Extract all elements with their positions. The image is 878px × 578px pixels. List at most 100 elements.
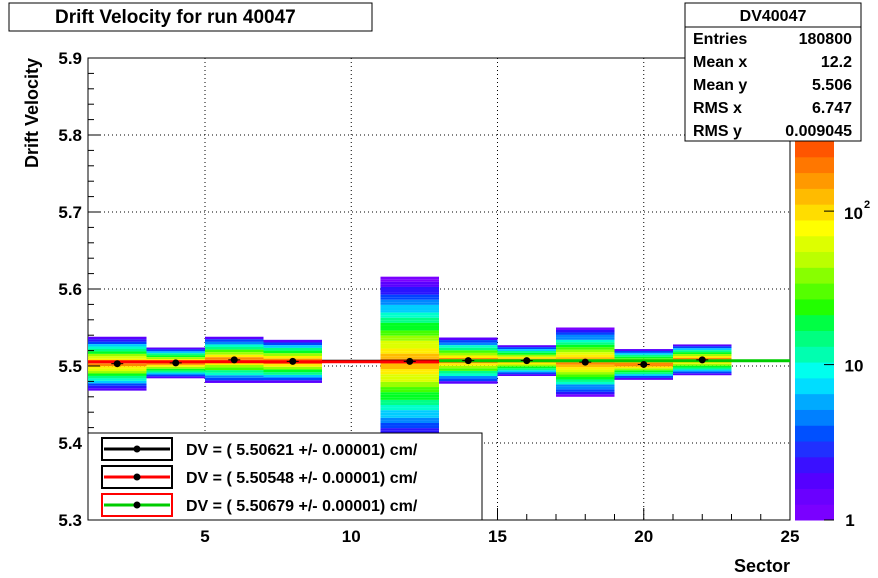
- heatmap-cell: [88, 378, 147, 381]
- heatmap-cell: [380, 286, 439, 290]
- heatmap-cell: [88, 373, 147, 376]
- heatmap-cell: [146, 370, 205, 373]
- heatmap-cell: [88, 371, 147, 374]
- x-tick-label: 10: [342, 527, 361, 546]
- heatmap-cell: [205, 336, 264, 340]
- heatmap-cell: [380, 310, 439, 313]
- heatmap-cell: [556, 372, 615, 375]
- heatmap-cell: [556, 367, 615, 370]
- y-axis: 5.3 5.4 5.5 5.6 5.7 5.8 5.9: [58, 49, 100, 530]
- heatmap-cell: [556, 337, 615, 340]
- heatmap-cell: [263, 342, 322, 346]
- heatmap-cell: [88, 366, 147, 369]
- heatmap-cell: [673, 348, 732, 351]
- heatmap-cell: [380, 422, 439, 426]
- heatmap-cell: [205, 339, 264, 342]
- heatmap-cell: [263, 355, 322, 359]
- color-scale-band: [795, 377, 834, 395]
- heatmap-cell: [673, 354, 732, 356]
- heatmap-cell: [556, 369, 615, 373]
- color-scale-band: [795, 219, 834, 237]
- heatmap-cell: [205, 362, 264, 365]
- color-scale-band: [795, 346, 834, 363]
- heatmap-cell: [673, 371, 732, 374]
- heatmap-cell: [439, 345, 498, 348]
- heatmap-cell: [263, 374, 322, 378]
- heatmap-cell: [380, 415, 439, 418]
- heatmap-cell: [380, 374, 439, 377]
- heatmap-cell: [497, 364, 556, 367]
- x-tick-label: 25: [781, 527, 800, 546]
- heatmap-cell: [380, 356, 439, 359]
- profile-point: [464, 357, 472, 365]
- heatmap-cell: [673, 365, 732, 368]
- x-tick-label: 20: [634, 527, 653, 546]
- heatmap-cell: [556, 327, 615, 330]
- color-scale-label-exponent: 2: [864, 199, 870, 211]
- heatmap-cell: [263, 372, 322, 375]
- color-scale-band: [795, 472, 834, 489]
- legend: DV = ( 5.50621 +/- 0.00001) cm/DV = ( 5.…: [87, 432, 483, 521]
- heatmap-cell: [205, 375, 264, 378]
- color-scale-label: 1: [845, 511, 854, 530]
- profile-point: [698, 356, 706, 364]
- heatmap-cell: [380, 353, 439, 357]
- heatmap-cell: [205, 372, 264, 376]
- heatmap-cell: [497, 352, 556, 355]
- heatmap-cell: [380, 315, 439, 318]
- heatmap-cell: [439, 370, 498, 374]
- stats-value: 12.2: [821, 54, 852, 71]
- heatmap-cell: [614, 352, 673, 355]
- heatmap-cell: [146, 366, 205, 369]
- heatmap-cell: [380, 376, 439, 380]
- heatmap-cell: [88, 368, 147, 372]
- heatmap-cell: [380, 389, 439, 393]
- heatmap-cell: [88, 353, 147, 357]
- heatmap-cell: [380, 387, 439, 390]
- heatmap-cell: [673, 373, 732, 376]
- heatmap-cell: [380, 363, 439, 367]
- heatmap-cell: [380, 371, 439, 375]
- heatmap-cell: [88, 375, 147, 379]
- heatmap-cell: [263, 345, 322, 348]
- chart-title: Drift Velocity for run 40047: [55, 7, 296, 28]
- heatmap-cell: [556, 394, 615, 397]
- heatmap-cell: [497, 350, 556, 353]
- stats-box: DV40047 Entries 180800 Mean x 12.2 Mean y 5.5…: [684, 2, 862, 142]
- heatmap-cell: [380, 276, 439, 280]
- heatmap-cell: [146, 376, 205, 379]
- heatmap-cell: [205, 349, 264, 353]
- heatmap-cell: [380, 402, 439, 406]
- x-tick-label: 15: [488, 527, 507, 546]
- stats-label: RMS y: [693, 123, 742, 140]
- x-axis-label: Sector: [734, 556, 790, 576]
- heatmap-cell: [556, 357, 615, 360]
- heatmap-cell: [556, 342, 615, 345]
- heatmap-cell: [497, 345, 556, 348]
- y-tick-label: 5.5: [58, 357, 82, 376]
- heatmap-cell: [380, 338, 439, 341]
- heatmap-cell: [380, 340, 439, 344]
- heatmap-cell: [673, 363, 732, 366]
- heatmap-cell: [146, 357, 205, 360]
- heatmap-cell: [205, 377, 264, 381]
- heatmap-cell: [439, 350, 498, 353]
- legend-label: DV = ( 5.50621 +/- 0.00001) cm/: [186, 442, 418, 459]
- profile-point: [172, 359, 180, 367]
- heatmap-cell: [614, 376, 673, 378]
- heatmap-cell: [439, 355, 498, 359]
- stats-label: Entries: [693, 31, 747, 48]
- color-scale-band: [795, 172, 834, 189]
- legend-label: DV = ( 5.50679 +/- 0.00001) cm/: [186, 498, 418, 515]
- heatmap-cell: [497, 370, 556, 373]
- heatmap-cell: [614, 370, 673, 373]
- heatmap-cell: [380, 325, 439, 329]
- color-scale-band: [795, 283, 834, 300]
- heatmap-cell: [439, 381, 498, 384]
- color-scale-band: [795, 267, 834, 284]
- heatmap-cell: [205, 367, 264, 371]
- color-scale-band: [795, 156, 834, 174]
- color-scale-band: [795, 425, 834, 442]
- heatmap-cell: [380, 317, 439, 321]
